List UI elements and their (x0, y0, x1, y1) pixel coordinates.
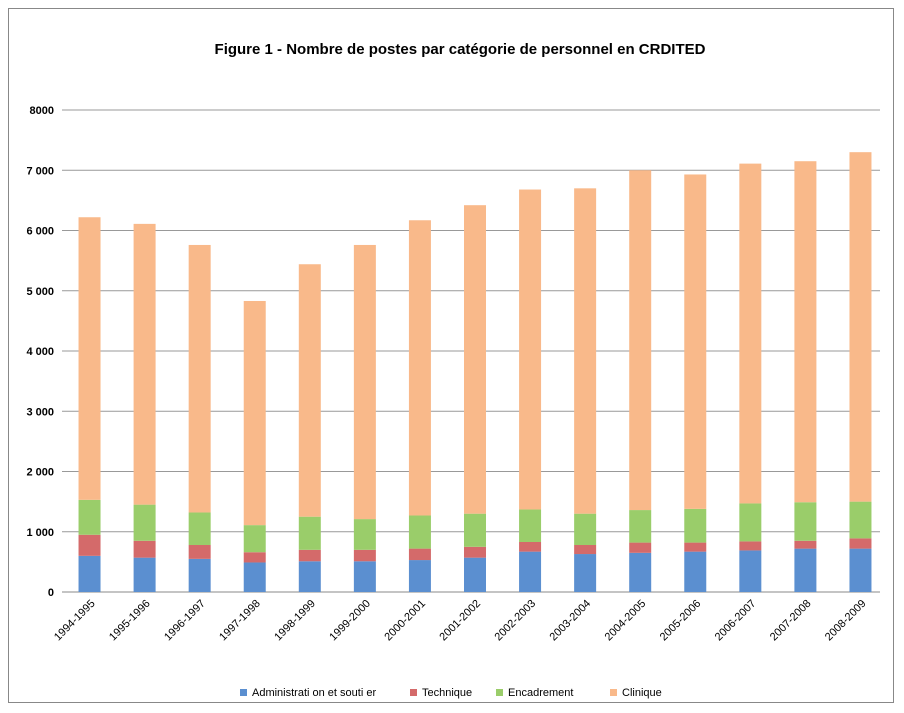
bar-segment (794, 161, 817, 503)
y-tick-label: 7 000 (26, 165, 54, 177)
x-tick-label: 2006-2007 (713, 598, 759, 644)
legend-label: Clinique (622, 687, 662, 699)
legend-swatch (410, 689, 417, 696)
bar-segment (78, 534, 101, 556)
bar-segment (408, 560, 431, 592)
bar-segment (519, 509, 542, 542)
bar-segment (849, 152, 872, 502)
y-tick-label: 4 000 (26, 346, 54, 358)
bar-segment (574, 513, 597, 546)
x-tick-label: 2001-2002 (437, 598, 483, 644)
bar-segment (298, 561, 321, 592)
bar-segment (408, 220, 431, 516)
x-tick-label: 1997-1998 (217, 598, 263, 644)
bar-segment (298, 516, 321, 550)
chart-frame (8, 8, 894, 703)
bar-segment (629, 170, 652, 511)
bar-segment (243, 562, 266, 592)
chart-title: Figure 1 - Nombre de postes par catégori… (214, 41, 706, 58)
bar-segment (408, 515, 431, 549)
bar-segment (243, 552, 266, 563)
bar-segment (188, 512, 211, 546)
bar-segment (188, 244, 211, 513)
x-tick-label: 2007-2008 (768, 598, 814, 644)
bar-segment (629, 542, 652, 553)
x-tick-label: 1999-2000 (327, 598, 373, 644)
bar-segment (849, 501, 872, 539)
x-tick-label: 2003-2004 (548, 598, 594, 644)
bar-segment (133, 557, 156, 592)
x-tick-label: 1994-1995 (52, 598, 98, 644)
bar-segment (739, 550, 762, 592)
x-tick-label: 1995-1996 (107, 598, 153, 644)
bar-segment (629, 552, 652, 592)
legend-swatch (240, 689, 247, 696)
x-tick-label: 1996-1997 (162, 598, 208, 644)
bar-segment (78, 217, 101, 500)
bar-segment (684, 508, 707, 543)
bar-segment (133, 540, 156, 558)
y-tick-label: 8000 (30, 105, 54, 117)
bar-segment (684, 174, 707, 509)
x-tick-label: 2004-2005 (603, 598, 649, 644)
legend-label: Administrati on et souti er (252, 687, 376, 699)
bar-segment (298, 549, 321, 562)
bar-segment (574, 545, 597, 555)
bar-segment (464, 205, 486, 514)
bar-segment (243, 525, 266, 553)
bar-segment (353, 519, 376, 550)
bar-segment (133, 223, 156, 505)
x-tick-label: 2002-2003 (493, 598, 539, 644)
bar-segment (794, 540, 817, 549)
bar-segment (849, 538, 872, 549)
bar-segment (298, 264, 321, 517)
y-tick-label: 1 000 (26, 527, 54, 539)
bar-segment (684, 551, 707, 592)
bar-segment (794, 502, 817, 541)
y-tick-label: 0 (48, 587, 54, 599)
bar-segment (684, 542, 707, 552)
bar-segment (519, 541, 542, 552)
legend-swatch (496, 689, 503, 696)
x-tick-label: 2008-2009 (823, 598, 869, 644)
bar-segment (574, 188, 597, 514)
bar-segment (133, 504, 156, 541)
bar-segment (794, 548, 817, 592)
bar-segment (739, 503, 762, 542)
bar-segment (519, 189, 542, 510)
bar-segment (353, 561, 376, 592)
y-tick-label: 6 000 (26, 226, 54, 238)
bar-segment (464, 513, 486, 547)
legend-label: Technique (422, 687, 472, 699)
bar-segment (353, 549, 376, 562)
x-tick-label: 2000-2001 (382, 598, 428, 644)
bar-segment (739, 163, 762, 504)
bar-segment (849, 548, 872, 592)
bar-segment (408, 548, 431, 561)
x-tick-label: 2005-2006 (658, 598, 704, 644)
bar-segment (739, 541, 762, 551)
x-tick-label: 1998-1999 (272, 598, 318, 644)
y-tick-label: 2 000 (26, 467, 54, 479)
legend-label: Encadrement (508, 687, 573, 699)
bar-segment (188, 558, 211, 592)
y-tick-label: 3 000 (26, 406, 54, 418)
legend-swatch (610, 689, 617, 696)
bar-segment (78, 555, 101, 592)
bar-segment (243, 300, 266, 526)
bar-segment (574, 554, 597, 592)
bar-segment (464, 546, 486, 558)
bar-segment (629, 510, 652, 543)
bar-segment (353, 244, 376, 520)
bar-segment (78, 499, 101, 535)
bar-segment (188, 545, 211, 559)
bar-segment (464, 557, 486, 592)
bar-segment (519, 551, 542, 592)
y-tick-label: 5 000 (26, 286, 54, 298)
